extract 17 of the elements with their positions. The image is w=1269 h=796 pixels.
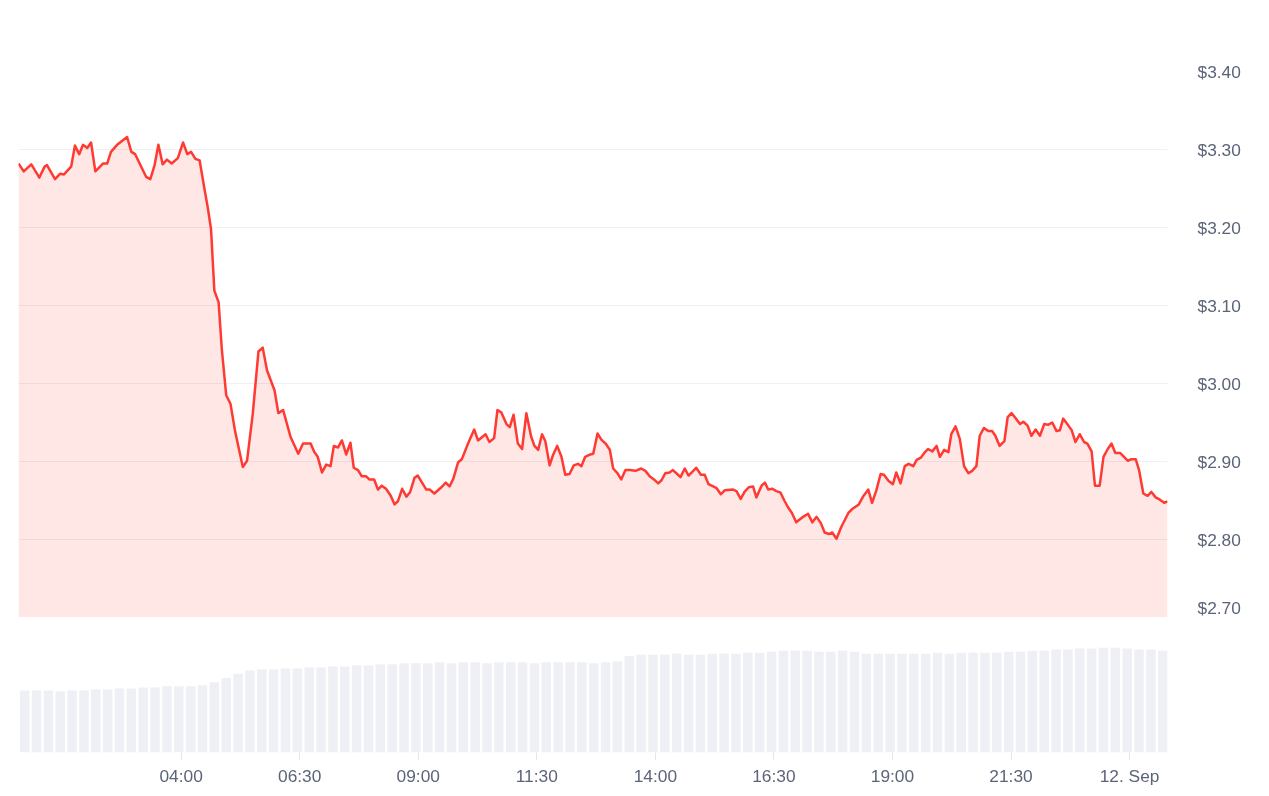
x-tick-label: 14:00 (633, 765, 678, 786)
x-tick-label: 12. Sep (1099, 765, 1160, 786)
x-tick-label: 21:30 (989, 765, 1033, 786)
x-tick-label: 06:30 (278, 765, 322, 786)
y-tick-label: $3.00 (1197, 373, 1241, 394)
y-tick-label: $2.90 (1197, 451, 1241, 472)
y-tick-label: $3.40 (1197, 61, 1241, 82)
y-tick-label: $3.10 (1197, 295, 1241, 316)
x-tick-label: 16:30 (752, 765, 796, 786)
x-tick-label: 04:00 (159, 765, 203, 786)
x-tick-label: 09:00 (396, 765, 440, 786)
y-tick-label: $3.30 (1197, 139, 1241, 160)
y-tick-label: $3.20 (1197, 217, 1241, 238)
x-tick-label: 19:00 (870, 765, 915, 786)
y-tick-label: $2.80 (1197, 529, 1241, 550)
y-tick-label: $2.70 (1197, 597, 1241, 618)
x-tick-label: 11:30 (515, 765, 558, 786)
